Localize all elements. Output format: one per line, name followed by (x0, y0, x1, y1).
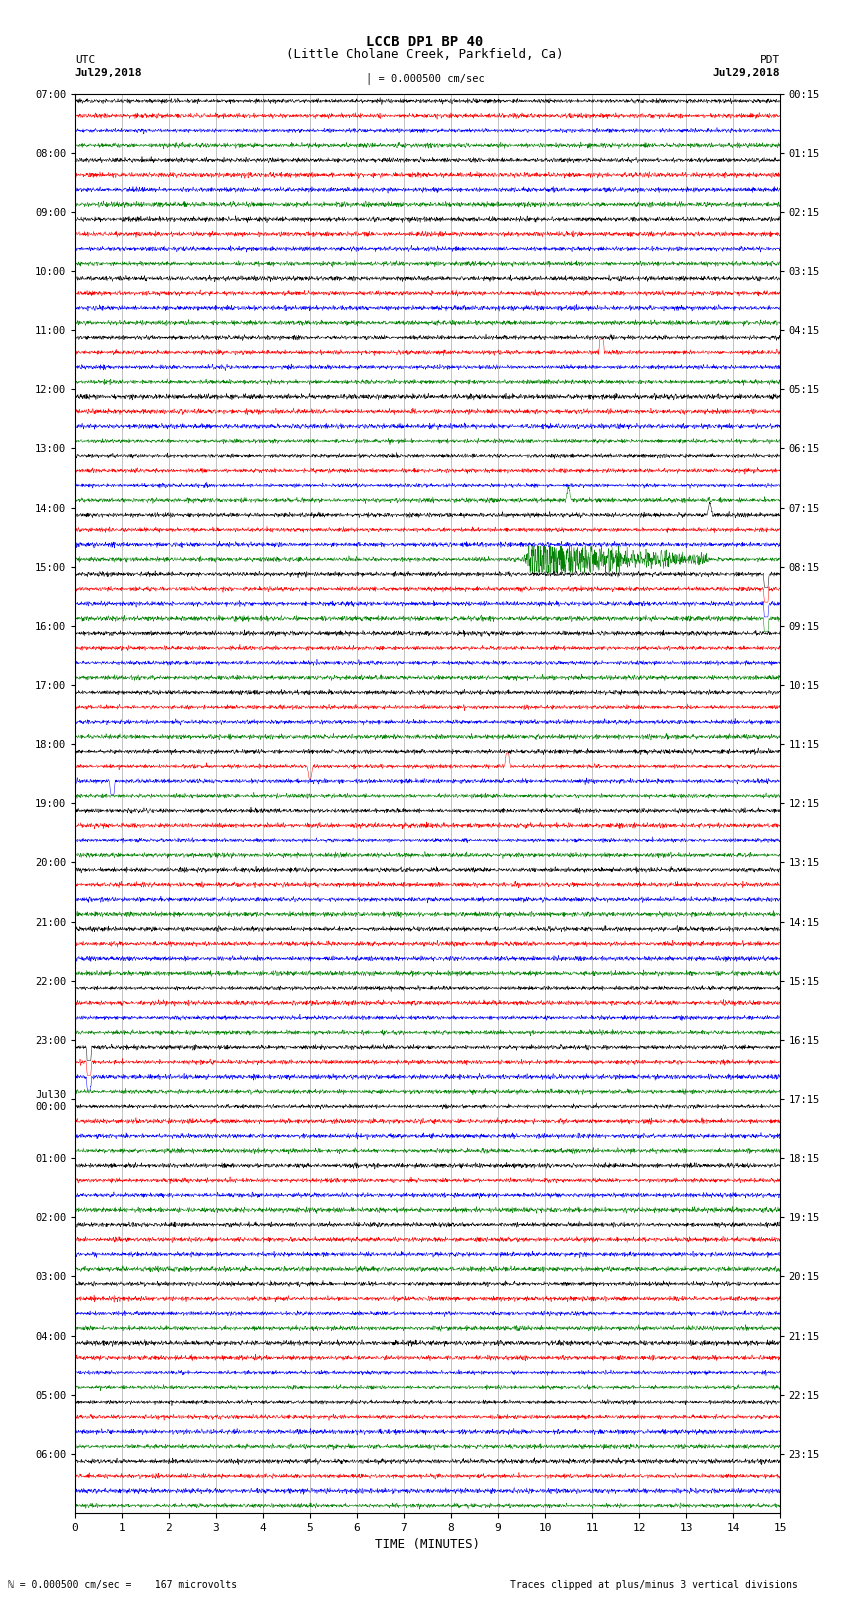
Text: Jul29,2018: Jul29,2018 (75, 68, 142, 77)
X-axis label: TIME (MINUTES): TIME (MINUTES) (375, 1539, 480, 1552)
Text: ℕ = 0.000500 cm/sec =    167 microvolts: ℕ = 0.000500 cm/sec = 167 microvolts (8, 1581, 238, 1590)
Text: LCCB DP1 BP 40: LCCB DP1 BP 40 (366, 35, 484, 50)
Text: Traces clipped at plus/minus 3 vertical divisions: Traces clipped at plus/minus 3 vertical … (510, 1581, 798, 1590)
Text: UTC: UTC (75, 55, 95, 65)
Text: PDT: PDT (760, 55, 780, 65)
Text: Jul29,2018: Jul29,2018 (713, 68, 780, 77)
Text: (Little Cholane Creek, Parkfield, Ca): (Little Cholane Creek, Parkfield, Ca) (286, 48, 564, 61)
Text: │ = 0.000500 cm/sec: │ = 0.000500 cm/sec (366, 73, 484, 84)
